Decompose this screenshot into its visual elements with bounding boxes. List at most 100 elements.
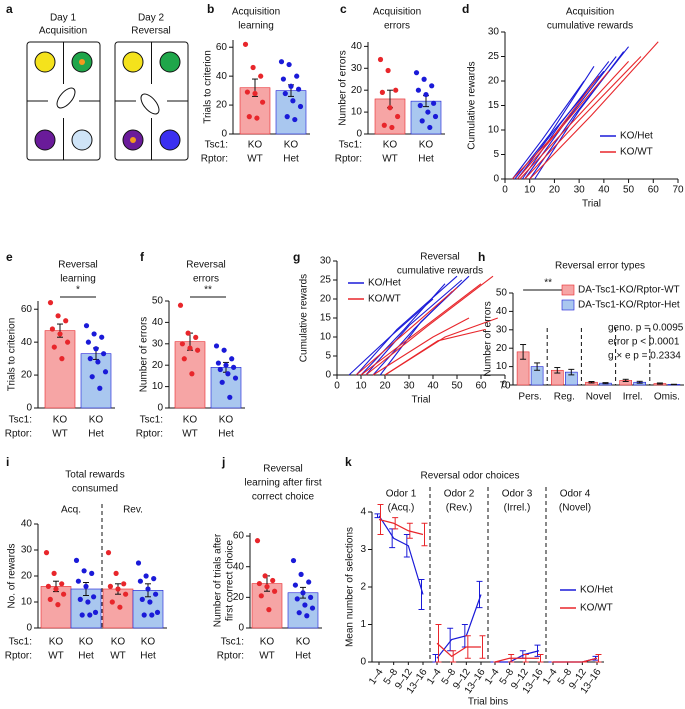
- arena-day2: [114, 41, 189, 161]
- legend-swatch: [561, 299, 575, 311]
- row-label: Rptor:: [335, 154, 362, 165]
- data-point: [217, 366, 223, 373]
- x-tick-label: KO: [260, 637, 275, 648]
- row-label: Rptor:: [217, 651, 244, 662]
- data-point: [298, 571, 304, 577]
- y-axis-label: Trials to criterion: [7, 318, 18, 392]
- legend-label: KO/Het: [580, 585, 613, 596]
- y-tick-label: 40: [21, 519, 33, 530]
- row-label: Rptor:: [201, 154, 228, 165]
- data-point: [143, 573, 149, 579]
- panel-title: Total rewards: [65, 470, 124, 481]
- data-point: [59, 356, 65, 362]
- y-tick-label: 40: [21, 337, 33, 348]
- data-point: [258, 593, 264, 599]
- y-axis-label: Cumulative rewards: [467, 61, 478, 149]
- data-point: [219, 379, 225, 385]
- data-point: [288, 83, 294, 89]
- data-point: [85, 599, 91, 605]
- x-tick-label: 40: [598, 185, 610, 196]
- x-tick-label: 1–4: [541, 667, 560, 687]
- day-label: Day 1: [50, 13, 77, 24]
- data-point: [91, 594, 97, 600]
- data-point: [254, 538, 261, 544]
- data-point: [242, 41, 249, 47]
- data-point: [290, 557, 297, 564]
- y-axis-label: Mean number of selections: [345, 527, 356, 647]
- data-point: [55, 602, 61, 608]
- day-label: Day 2: [138, 13, 165, 24]
- data-point: [389, 124, 395, 131]
- data-point: [284, 114, 290, 120]
- data-point: [193, 334, 199, 340]
- reward-line: [365, 275, 494, 376]
- x-tick-label: KO: [296, 637, 311, 648]
- y-axis-label: Cumulative rewards: [299, 274, 310, 362]
- x-tick-label: Pers.: [518, 392, 541, 403]
- x-tick-label: WT: [382, 154, 398, 165]
- y-tick-label: 5: [493, 149, 499, 160]
- data-point: [294, 73, 300, 79]
- data-point: [258, 73, 264, 79]
- panel-title: correct choice: [252, 492, 315, 503]
- data-point: [83, 323, 90, 329]
- x-tick-label: Het: [218, 429, 234, 440]
- data-point: [135, 560, 142, 566]
- y-tick-label: 0: [157, 403, 163, 414]
- data-point: [92, 609, 99, 616]
- group-label: (Acq.): [388, 503, 415, 514]
- bar: [44, 330, 76, 409]
- data-point: [381, 122, 387, 128]
- x-tick-label: KO: [79, 637, 94, 648]
- row-label: Tsc1:: [221, 637, 244, 648]
- data-point: [49, 326, 56, 332]
- data-point: [83, 583, 89, 590]
- data-point: [65, 339, 71, 345]
- x-tick-label: 20: [379, 381, 391, 392]
- row-label: Tsc1:: [9, 415, 32, 426]
- row-label: Tsc1:: [205, 140, 228, 151]
- data-point: [282, 90, 288, 97]
- panel-title: cumulative rewards: [547, 21, 633, 32]
- y-tick-label: 30: [488, 27, 500, 38]
- y-tick-label: 2: [360, 582, 366, 593]
- data-point: [215, 360, 221, 366]
- data-point: [223, 362, 229, 368]
- x-tick-label: Omis.: [654, 392, 680, 403]
- data-point: [79, 612, 85, 618]
- data-point: [229, 356, 235, 362]
- x-tick-label: WT: [110, 651, 126, 662]
- data-point: [151, 576, 157, 582]
- y-tick-label: 3: [360, 544, 366, 555]
- reward-line: [512, 75, 600, 180]
- y-tick-label: 40: [152, 317, 164, 328]
- data-point: [185, 330, 191, 336]
- data-point: [308, 594, 314, 600]
- group-label: Odor 2: [444, 489, 475, 500]
- data-point: [145, 586, 151, 592]
- data-point: [139, 596, 145, 603]
- data-point: [309, 605, 316, 611]
- data-point: [270, 577, 276, 584]
- data-point: [431, 100, 437, 106]
- row-label: Tsc1:: [140, 415, 163, 426]
- y-tick-label: 20: [488, 76, 500, 87]
- row-label: Rptor:: [5, 651, 32, 662]
- data-point: [379, 89, 385, 95]
- y-tick-label: 0: [493, 174, 499, 185]
- data-point: [306, 579, 312, 585]
- reward-line: [355, 275, 458, 376]
- data-point: [141, 612, 147, 618]
- y-tick-label: 20: [152, 360, 164, 371]
- panel-title: Acquisition: [232, 7, 280, 18]
- x-tick-label: KO: [248, 140, 263, 151]
- legend-label: KO/WT: [620, 147, 653, 158]
- y-tick-label: 1: [360, 619, 366, 630]
- panel-title: Reversal: [58, 260, 97, 271]
- data-point: [181, 356, 187, 362]
- data-point: [417, 102, 423, 109]
- data-point: [179, 341, 185, 347]
- data-point: [149, 612, 155, 618]
- panel-title: Reversal: [420, 252, 459, 263]
- y-tick-label: 30: [351, 63, 363, 74]
